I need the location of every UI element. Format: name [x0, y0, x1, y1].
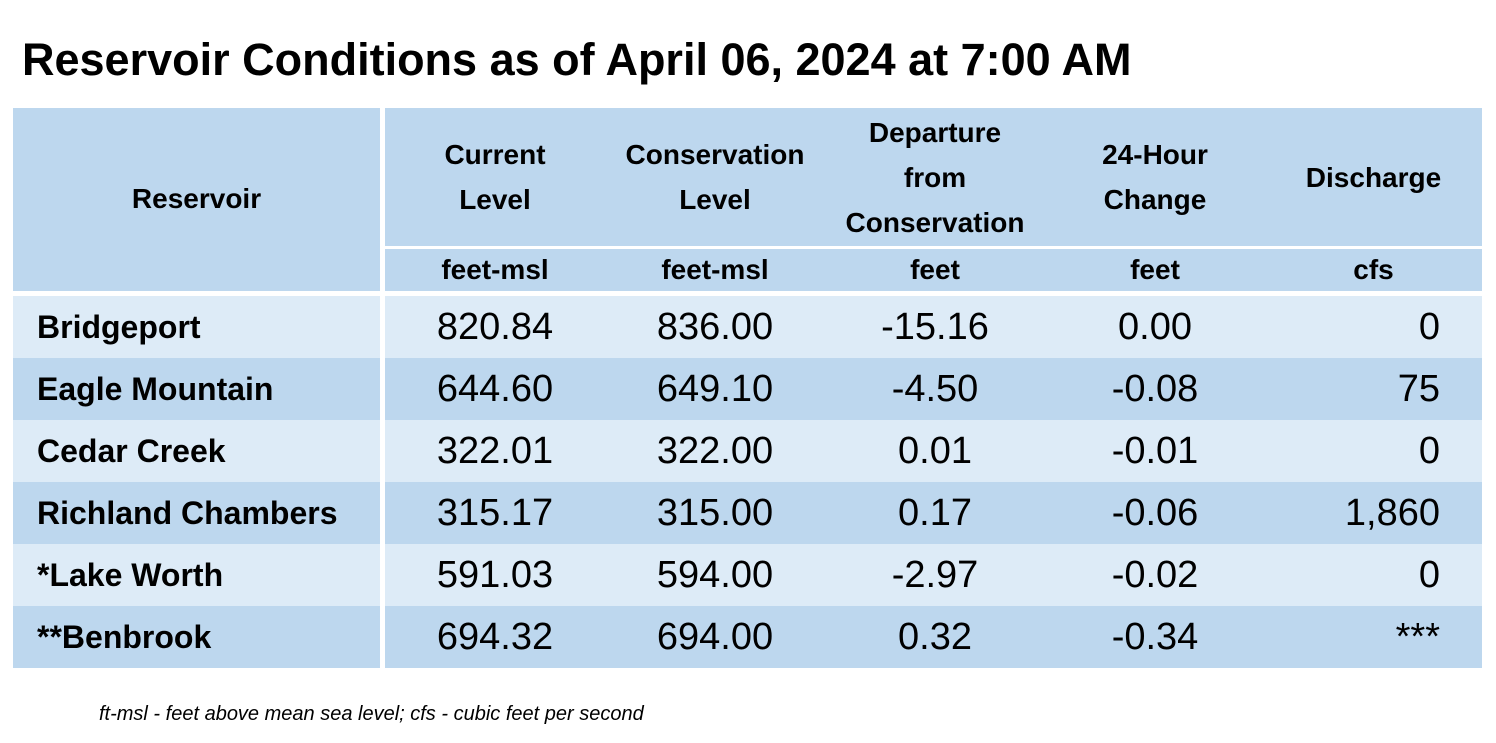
column-header-line: Conservation	[845, 206, 1025, 238]
column-header-line: from	[903, 161, 967, 193]
column-header-conservation: Conservation Level	[605, 108, 825, 246]
cell-bridgeport-current: 820.84	[385, 296, 605, 358]
column-header-line: Reservoir	[131, 183, 262, 214]
cell-lake-worth-name: *Lake Worth	[13, 544, 380, 606]
cell-bridgeport-conservation: 836.00	[605, 296, 825, 358]
cell-cedar-creek-current: 322.01	[385, 420, 605, 482]
column-unit-change: feet	[1045, 249, 1265, 291]
cell-richland-chambers-discharge: 1,860	[1265, 482, 1482, 544]
column-header-reservoir: Reservoir	[13, 108, 380, 291]
reservoir-table: Reservoir Current Level feet-msl Conservatio…	[13, 108, 1482, 668]
cell-eagle-mountain-change: -0.08	[1045, 358, 1265, 420]
cell-eagle-mountain-discharge: 75	[1265, 358, 1482, 420]
cell-benbrook-name: **Benbrook	[13, 606, 380, 668]
column-header-line: 24-Hour	[1102, 139, 1208, 170]
cell-richland-chambers-conservation: 315.00	[605, 482, 825, 544]
column-unit-current: feet-msl	[385, 249, 605, 291]
cell-benbrook-current: 694.32	[385, 606, 605, 668]
cell-benbrook-change: -0.34	[1045, 606, 1265, 668]
page-title: Reservoir Conditions as of April 06, 202…	[22, 34, 1132, 85]
cell-eagle-mountain-conservation: 649.10	[605, 358, 825, 420]
cell-cedar-creek-discharge: 0	[1265, 420, 1482, 482]
column-header-departure: Departure from Conservation	[825, 108, 1045, 246]
cell-eagle-mountain-departure: -4.50	[825, 358, 1045, 420]
cell-bridgeport-change: 0.00	[1045, 296, 1265, 358]
cell-lake-worth-conservation: 594.00	[605, 544, 825, 606]
column-header-change: 24-Hour Change	[1045, 108, 1265, 246]
cell-cedar-creek-departure: 0.01	[825, 420, 1045, 482]
cell-richland-chambers-departure: 0.17	[825, 482, 1045, 544]
column-header-line: Level	[679, 184, 751, 215]
cell-benbrook-conservation: 694.00	[605, 606, 825, 668]
column-unit-departure: feet	[825, 249, 1045, 291]
column-header-line: Departure	[868, 116, 1002, 148]
cell-eagle-mountain-name: Eagle Mountain	[13, 358, 380, 420]
cell-benbrook-departure: 0.32	[825, 606, 1045, 668]
cell-lake-worth-current: 591.03	[385, 544, 605, 606]
cell-bridgeport-departure: -15.16	[825, 296, 1045, 358]
cell-richland-chambers-change: -0.06	[1045, 482, 1265, 544]
column-header-current: Current Level	[385, 108, 605, 246]
cell-lake-worth-change: -0.02	[1045, 544, 1265, 606]
column-unit-conservation: feet-msl	[605, 249, 825, 291]
column-unit-discharge: cfs	[1265, 249, 1482, 291]
cell-richland-chambers-current: 315.17	[385, 482, 605, 544]
cell-eagle-mountain-current: 644.60	[385, 358, 605, 420]
column-header-line: Level	[459, 184, 531, 215]
column-header-discharge: Discharge	[1265, 108, 1482, 246]
cell-benbrook-discharge: ***	[1265, 606, 1482, 668]
cell-lake-worth-discharge: 0	[1265, 544, 1482, 606]
cell-richland-chambers-name: Richland Chambers	[13, 482, 380, 544]
cell-cedar-creek-name: Cedar Creek	[13, 420, 380, 482]
footnote: ft-msl - feet above mean sea level; cfs …	[99, 703, 644, 725]
cell-bridgeport-name: Bridgeport	[13, 296, 380, 358]
cell-lake-worth-departure: -2.97	[825, 544, 1045, 606]
cell-cedar-creek-conservation: 322.00	[605, 420, 825, 482]
column-header-line: Discharge	[1305, 161, 1442, 193]
cell-cedar-creek-change: -0.01	[1045, 420, 1265, 482]
column-header-line: Conservation	[625, 139, 805, 170]
column-header-line: Change	[1103, 184, 1207, 215]
cell-bridgeport-discharge: 0	[1265, 296, 1482, 358]
column-header-line: Current	[444, 139, 546, 170]
